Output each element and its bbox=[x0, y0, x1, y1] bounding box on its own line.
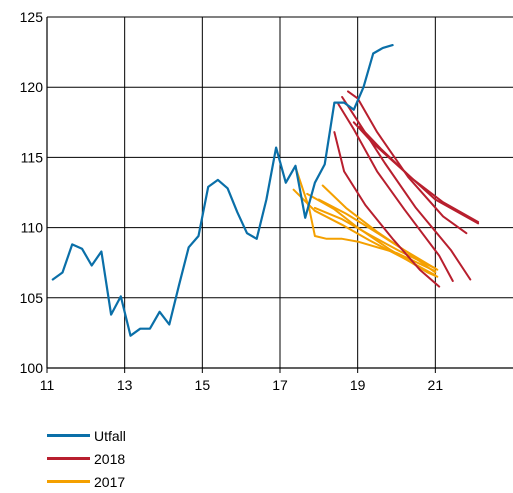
series-line-2017 bbox=[317, 198, 439, 271]
legend-label-2017: 2017 bbox=[94, 473, 126, 490]
x-tick-label: 15 bbox=[195, 377, 211, 393]
series-line-2018 bbox=[333, 131, 441, 288]
x-tick-label: 19 bbox=[350, 377, 366, 393]
series-line-2018 bbox=[341, 96, 472, 281]
legend-swatch-utfall bbox=[47, 434, 90, 437]
y-tick-label: 125 bbox=[20, 9, 44, 25]
x-tick-label: 17 bbox=[272, 377, 288, 393]
legend-swatch-2017 bbox=[47, 480, 90, 483]
x-tick-label: 13 bbox=[117, 377, 133, 393]
x-tick-label: 21 bbox=[428, 377, 444, 393]
x-tick-label: 11 bbox=[40, 377, 55, 393]
series-line-utfall bbox=[51, 44, 394, 337]
legend-item-2018: 2018 bbox=[47, 447, 126, 470]
legend-label-utfall: Utfall bbox=[94, 427, 126, 444]
legend-item-utfall: Utfall bbox=[47, 424, 126, 447]
chart-legend: Utfall 2018 2017 bbox=[47, 424, 126, 493]
series-line-2017 bbox=[313, 206, 437, 270]
y-tick-label: 115 bbox=[21, 149, 44, 165]
series-line-2018 bbox=[358, 125, 480, 223]
legend-item-2017: 2017 bbox=[47, 470, 126, 493]
y-tick-label: 120 bbox=[20, 79, 44, 95]
y-tick-label: 105 bbox=[20, 290, 44, 306]
series-line-2017 bbox=[306, 192, 439, 278]
series-line-2018 bbox=[347, 90, 468, 235]
y-tick-label: 110 bbox=[21, 220, 44, 236]
series-line-2018 bbox=[337, 103, 454, 282]
legend-swatch-2018 bbox=[47, 457, 90, 460]
y-tick-label: 100 bbox=[20, 360, 44, 376]
legend-label-2018: 2018 bbox=[94, 450, 126, 467]
series-line-2017 bbox=[321, 184, 437, 274]
